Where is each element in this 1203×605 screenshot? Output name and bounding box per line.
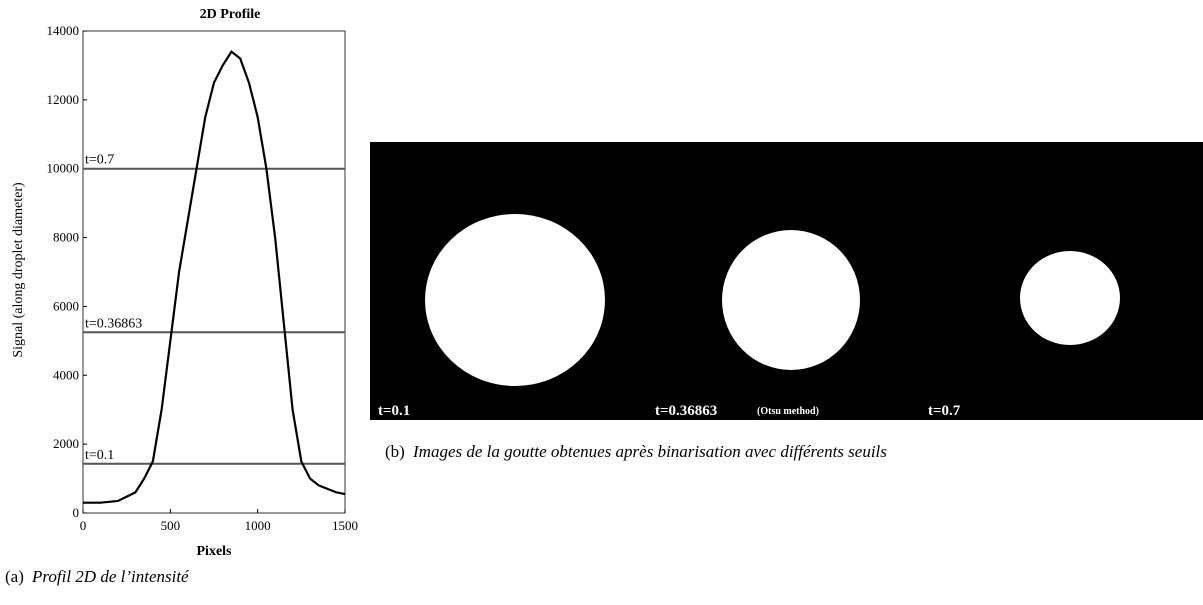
x-tick-label: 1000 — [245, 518, 271, 533]
image-label: t=0.7 — [928, 403, 961, 419]
chart-title: 2D Profile — [200, 7, 261, 22]
page: 2D Profile Pixels Signal (along droplet … — [0, 0, 1203, 600]
droplet — [722, 230, 860, 370]
caption: Images de la goutte obtenues après binar… — [412, 442, 887, 461]
y-tick-label: 4000 — [53, 367, 79, 382]
x-tick-label: 500 — [161, 518, 181, 533]
x-axis-label: Pixels — [197, 544, 233, 559]
y-tick-label: 8000 — [53, 230, 79, 245]
threshold-label: t=0.36863 — [85, 316, 142, 331]
x-tick-label: 0 — [80, 518, 87, 533]
figure: 2D Profile Pixels Signal (along droplet … — [0, 0, 1203, 600]
y-tick-label: 14000 — [47, 23, 80, 38]
y-axis-label: Signal (along droplet diameter) — [11, 182, 26, 358]
y-tick-label: 6000 — [53, 298, 79, 313]
caption-label: (b) — [385, 442, 405, 461]
y-tick-label: 0 — [73, 505, 80, 520]
caption: Profil 2D de l’intensité — [31, 567, 190, 586]
caption-label: (a) — [5, 567, 24, 586]
image-label: t=0.1 — [378, 403, 410, 419]
threshold-label: t=0.7 — [85, 153, 114, 168]
droplet — [1020, 251, 1120, 345]
plot-frame — [83, 31, 345, 513]
image-label: (Otsu method) — [757, 406, 819, 417]
y-tick-label: 12000 — [47, 92, 80, 107]
profile-line — [83, 52, 345, 503]
x-tick-label: 1500 — [332, 518, 358, 533]
threshold-label: t=0.1 — [85, 448, 114, 463]
image-label: t=0.36863 — [655, 403, 717, 419]
droplet — [425, 214, 605, 386]
y-tick-label: 10000 — [47, 161, 80, 176]
y-tick-label: 2000 — [53, 436, 79, 451]
